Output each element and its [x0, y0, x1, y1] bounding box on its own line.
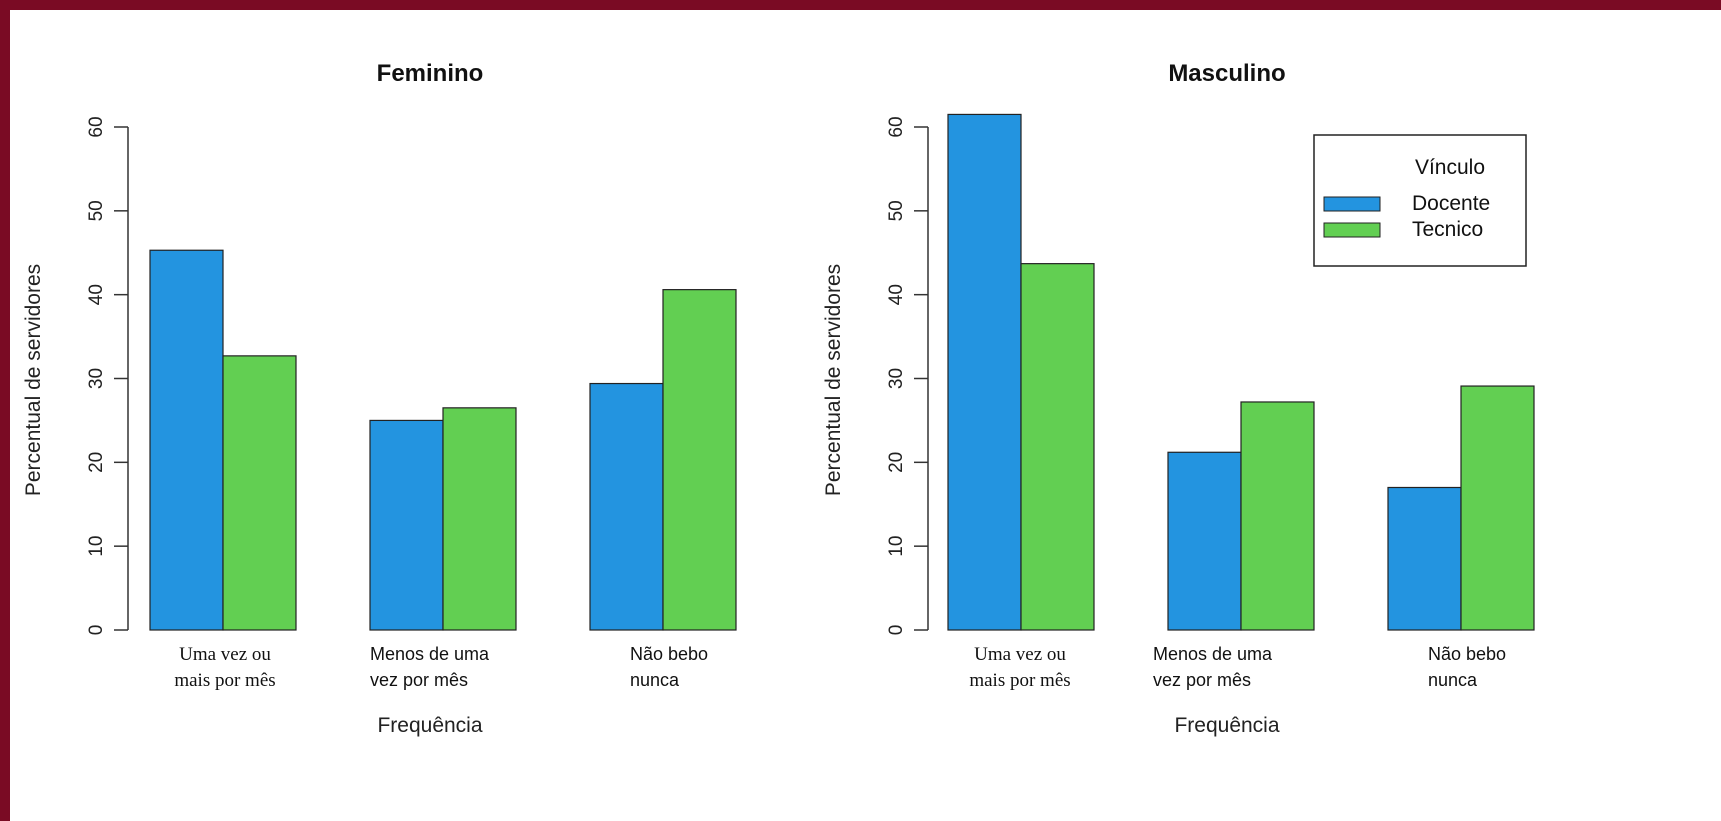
- y-tick-label: 10: [86, 536, 107, 557]
- chart-title: Masculino: [1168, 60, 1285, 87]
- bar-docente-1: [149, 249, 224, 631]
- y-tick-label: 20: [886, 452, 907, 473]
- y-tick-label: 30: [86, 368, 107, 389]
- bar-docente-3: [589, 382, 664, 631]
- bar-docente-2: [1167, 451, 1242, 631]
- bar-docente-3: [1387, 486, 1462, 631]
- y-axis-label: Percentual de servidores: [22, 264, 45, 496]
- figure-frame: Feminino Percentual de servidores Frequê…: [10, 10, 1721, 821]
- bar-tecnico-2: [442, 407, 517, 631]
- chart-panel-masculino: Masculino Percentual de servidores Frequ…: [822, 60, 1535, 737]
- legend-swatch-docente: [1323, 196, 1381, 212]
- x-axis-label: Frequência: [1174, 714, 1279, 737]
- y-tick-label: 0: [886, 625, 907, 636]
- x-axis-label: Frequência: [377, 714, 482, 737]
- chart-panel-feminino: Feminino Percentual de servidores Frequê…: [22, 60, 737, 737]
- bar-tecnico-3: [1460, 385, 1535, 631]
- y-tick-label: 30: [886, 368, 907, 389]
- y-tick-label: 10: [886, 536, 907, 557]
- legend-label-docente: Docente: [1412, 192, 1490, 215]
- x-tick-label: Menos de uma vez por mês: [370, 644, 490, 690]
- bar-tecnico-2: [1240, 401, 1315, 631]
- y-tick-label: 60: [86, 116, 107, 137]
- bar-docente-2: [369, 419, 444, 631]
- legend-title: Vínculo: [1415, 156, 1485, 179]
- legend-label-tecnico: Tecnico: [1412, 218, 1483, 241]
- y-tick-label: 50: [886, 200, 907, 221]
- chart-title: Feminino: [377, 60, 484, 87]
- y-axis-label: Percentual de servidores: [822, 264, 845, 496]
- x-tick-label: Não bebo nunca: [630, 644, 708, 690]
- x-tick-label: Menos de uma vez por mês: [1153, 644, 1273, 690]
- bar-tecnico-1: [1020, 263, 1095, 631]
- y-tick-label: 50: [86, 200, 107, 221]
- y-tick-label: 60: [886, 116, 907, 137]
- x-tick-label: Uma vez ou mais por mês: [969, 644, 1070, 691]
- y-tick-label: 0: [86, 625, 107, 636]
- bar-tecnico-3: [662, 289, 737, 631]
- legend: Vínculo Docente Tecnico: [1313, 134, 1527, 267]
- y-tick-label: 40: [86, 284, 107, 305]
- legend-swatch-tecnico: [1323, 222, 1381, 238]
- y-tick-label: 20: [86, 452, 107, 473]
- bar-tecnico-1: [222, 355, 297, 631]
- bar-docente-1: [947, 113, 1022, 631]
- y-tick-label: 40: [886, 284, 907, 305]
- x-tick-label: Não bebo nunca: [1428, 644, 1506, 690]
- charts-figure: Feminino Percentual de servidores Frequê…: [22, 60, 1535, 737]
- x-tick-label: Uma vez ou mais por mês: [174, 644, 275, 691]
